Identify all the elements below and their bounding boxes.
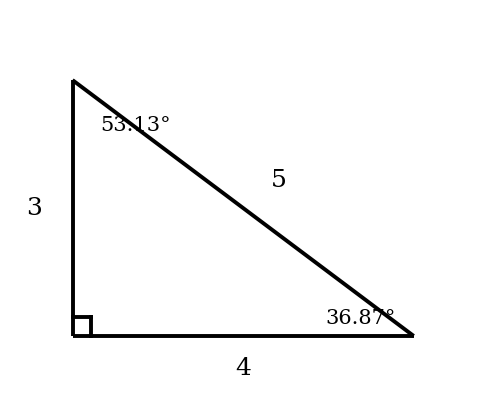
Text: 53.13°: 53.13° xyxy=(100,116,171,135)
Text: 4: 4 xyxy=(235,357,251,380)
Text: 36.87°: 36.87° xyxy=(326,309,396,328)
Text: 3: 3 xyxy=(26,197,42,219)
Text: 5: 5 xyxy=(271,169,287,192)
